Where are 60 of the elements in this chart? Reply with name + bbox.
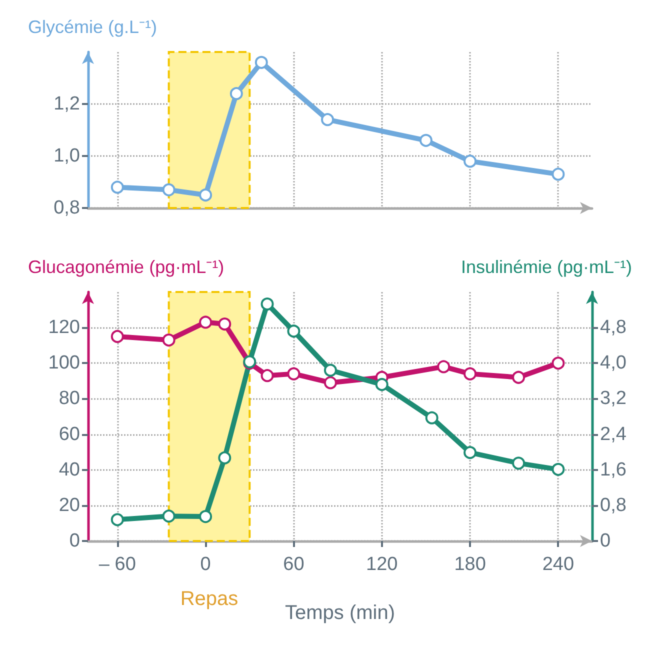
y-tick-label: 120: [48, 317, 80, 338]
y2-tick-label: 2,4: [600, 424, 627, 445]
point: [230, 87, 243, 100]
y2-tick-label: 4,0: [600, 352, 626, 374]
x-tick-label: 120: [366, 554, 398, 575]
point: [419, 134, 432, 147]
point: [110, 180, 124, 194]
point: [218, 318, 232, 331]
y-axis-title: Glycémie (g.L⁻¹): [28, 17, 158, 37]
y-tick-label: 1,0: [54, 146, 80, 166]
point: [110, 330, 124, 343]
y-tick-label: 0: [69, 530, 80, 552]
y-tick-label: 0,8: [54, 198, 80, 218]
point: [512, 370, 526, 384]
x-tick-label: – 60: [98, 554, 136, 575]
x-tick-label: 240: [542, 554, 574, 575]
y-tick-label: 1,2: [54, 94, 80, 114]
point: [162, 183, 176, 196]
x-tick-label: 180: [454, 554, 486, 575]
x-axis-title: Temps (min): [284, 602, 396, 624]
y2-tick-label: 4,8: [600, 317, 626, 338]
y-tick-label: 80: [58, 388, 80, 410]
band-label: Repas: [180, 588, 238, 610]
y2-tick-label: 0,8: [600, 494, 626, 516]
point: [464, 367, 477, 380]
point: [512, 456, 526, 470]
point: [199, 316, 212, 329]
y-tick-label: 60: [58, 424, 80, 445]
point: [260, 298, 274, 310]
point: [552, 356, 565, 370]
point: [287, 367, 300, 380]
y2-axis-title: Insulinémie (pg·mL⁻¹): [460, 257, 632, 277]
point: [375, 378, 388, 391]
y-tick-label: 100: [48, 352, 80, 374]
point: [287, 324, 300, 338]
point: [110, 513, 124, 526]
point: [321, 113, 334, 126]
point: [324, 376, 337, 390]
point: [425, 411, 438, 424]
point: [260, 369, 274, 382]
point: [254, 56, 268, 69]
point: [162, 510, 176, 523]
point: [552, 462, 565, 476]
point: [464, 154, 477, 168]
y2-tick-label: 1,6: [600, 459, 626, 480]
x-tick-label: 0: [200, 554, 211, 575]
point: [324, 364, 337, 377]
point: [552, 168, 565, 181]
point: [199, 510, 212, 524]
point: [199, 188, 212, 202]
point: [464, 446, 477, 460]
y-tick-label: 40: [58, 459, 80, 480]
y2-tick-label: 3,2: [600, 388, 626, 410]
point: [218, 451, 232, 464]
y2-tick-label: 0: [600, 530, 611, 552]
y-axis-title: Glucagonémie (pg·mL⁻¹): [28, 257, 224, 277]
x-tick-label: 60: [283, 554, 304, 575]
point: [162, 334, 176, 347]
y-tick-label: 20: [58, 494, 80, 516]
point: [437, 360, 450, 374]
